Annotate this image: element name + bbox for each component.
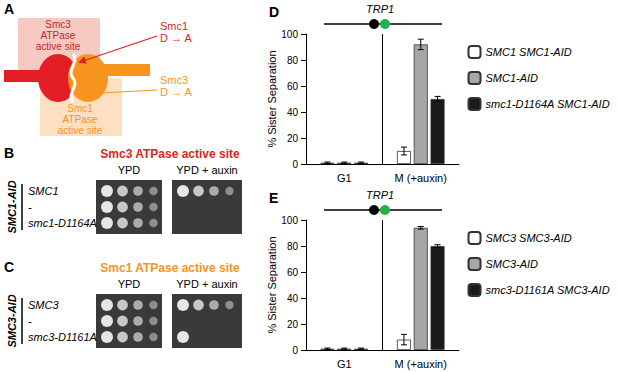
- svg-text:SMC1: SMC1: [28, 185, 59, 197]
- svg-text:D → A: D → A: [160, 86, 192, 98]
- svg-text:% Sister Separation: % Sister Separation: [266, 50, 278, 147]
- svg-text:SMC3: SMC3: [28, 299, 59, 311]
- svg-text:SMC3-AID: SMC3-AID: [486, 258, 539, 270]
- svg-text:G1: G1: [337, 172, 352, 184]
- svg-text:SMC1-AID: SMC1-AID: [6, 180, 18, 233]
- svg-text:40: 40: [287, 293, 299, 304]
- svg-text:Smc3: Smc3: [160, 74, 188, 86]
- svg-text:60: 60: [287, 267, 299, 278]
- svg-text:20: 20: [287, 319, 299, 330]
- svg-text:C: C: [4, 259, 14, 275]
- svg-text:40: 40: [287, 107, 299, 118]
- svg-text:M (+auxin): M (+auxin): [395, 172, 447, 184]
- svg-text:80: 80: [287, 241, 299, 252]
- svg-text:Smc1 ATPase active site: Smc1 ATPase active site: [100, 261, 240, 275]
- svg-text:D: D: [269, 4, 279, 20]
- svg-text:Smc1: Smc1: [67, 103, 93, 114]
- svg-text:smc3-D1161A SMC3-AID: smc3-D1161A SMC3-AID: [486, 284, 610, 296]
- svg-text:Smc3 ATPase active site: Smc3 ATPase active site: [100, 147, 240, 161]
- svg-text:0: 0: [292, 159, 298, 170]
- svg-text:% Sister Separation: % Sister Separation: [266, 236, 278, 333]
- svg-text:E: E: [269, 190, 278, 206]
- svg-text:YPD: YPD: [118, 164, 141, 176]
- svg-text:Smc3: Smc3: [45, 19, 71, 30]
- svg-text:active site: active site: [58, 125, 103, 136]
- svg-text:SMC1 SMC1-AID: SMC1 SMC1-AID: [486, 46, 572, 58]
- svg-text:ATPase: ATPase: [63, 114, 98, 125]
- svg-text:TRP1: TRP1: [366, 3, 394, 15]
- svg-text:20: 20: [287, 133, 299, 144]
- svg-text:A: A: [4, 1, 14, 17]
- svg-text:ATPase: ATPase: [41, 30, 76, 41]
- svg-text:100: 100: [281, 29, 298, 40]
- svg-text:SMC1-AID: SMC1-AID: [486, 72, 539, 84]
- svg-text:80: 80: [287, 55, 299, 66]
- svg-text:SMC3 SMC3-AID: SMC3 SMC3-AID: [486, 232, 572, 244]
- svg-text:YPD: YPD: [118, 278, 141, 290]
- svg-text:YPD + auxin: YPD + auxin: [176, 164, 237, 176]
- svg-text:M (+auxin): M (+auxin): [395, 358, 447, 370]
- svg-text:B: B: [4, 145, 14, 161]
- svg-text:active site: active site: [36, 41, 81, 52]
- svg-text:smc1-D1164A: smc1-D1164A: [28, 217, 97, 229]
- svg-text:SMC3-AID: SMC3-AID: [6, 294, 18, 347]
- svg-text:G1: G1: [337, 358, 352, 370]
- svg-text:smc3-D1161A: smc3-D1161A: [28, 331, 97, 343]
- svg-text:-: -: [28, 315, 32, 327]
- svg-text:60: 60: [287, 81, 299, 92]
- svg-text:YPD + auxin: YPD + auxin: [176, 278, 237, 290]
- svg-text:100: 100: [281, 215, 298, 226]
- svg-text:D → A: D → A: [160, 32, 192, 44]
- svg-text:smc1-D1164A SMC1-AID: smc1-D1164A SMC1-AID: [486, 98, 610, 110]
- svg-text:Smc1: Smc1: [160, 20, 188, 32]
- svg-text:0: 0: [292, 345, 298, 356]
- svg-text:TRP1: TRP1: [366, 189, 394, 201]
- svg-text:-: -: [28, 201, 32, 213]
